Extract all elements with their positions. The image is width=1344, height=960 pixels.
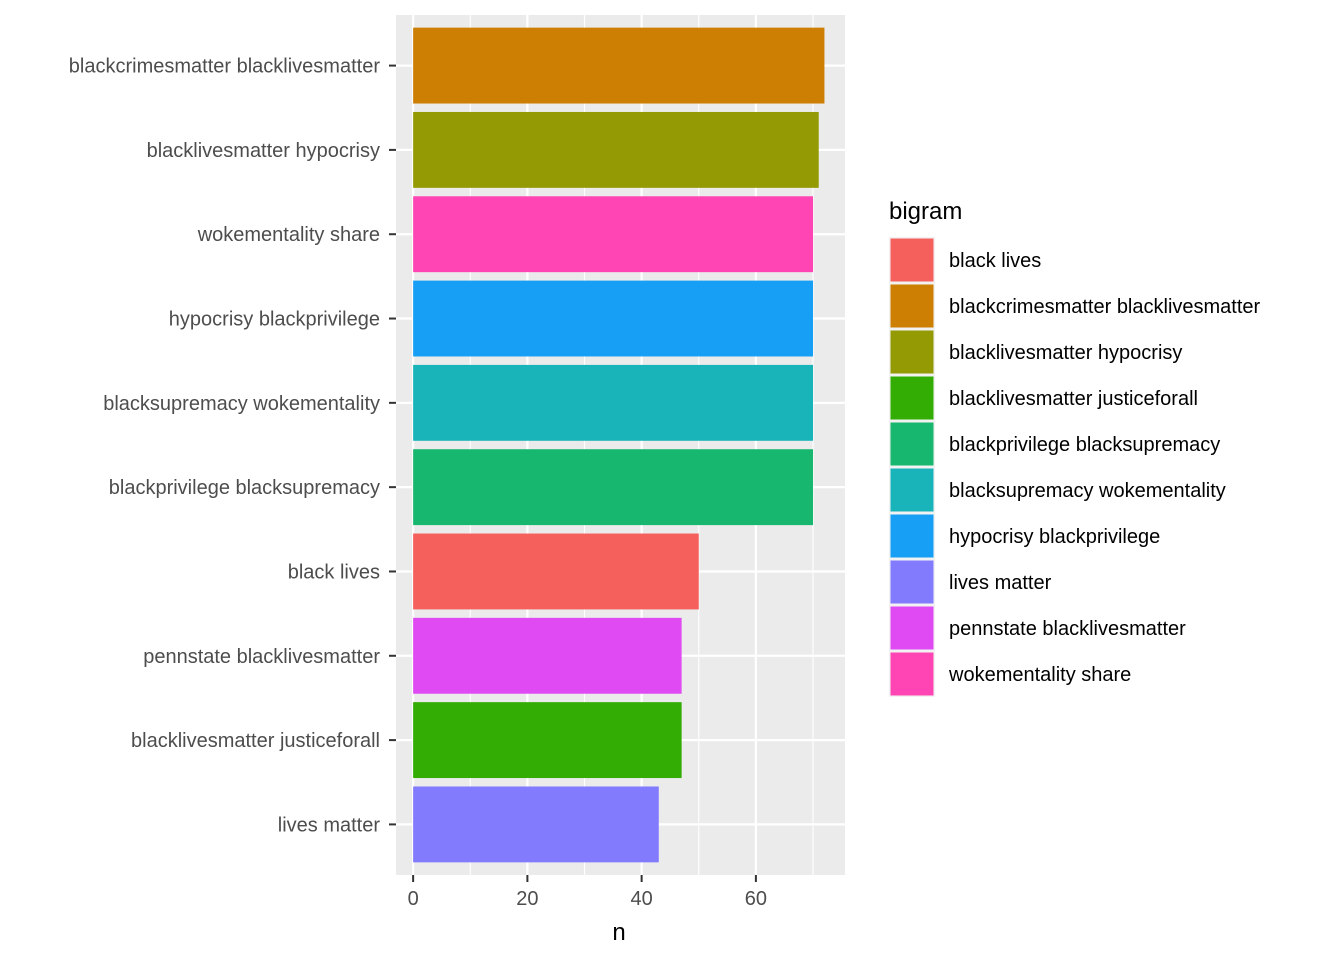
- bar: [413, 449, 814, 526]
- legend-swatch: [890, 652, 934, 696]
- legend-label: blacklivesmatter hypocrisy: [949, 342, 1182, 364]
- legend: bigram black lives blackcrimesmatter blac…: [889, 198, 1261, 697]
- legend-label: blacklivesmatter justiceforall: [949, 388, 1198, 410]
- legend-title: bigram: [889, 198, 962, 225]
- x-axis: 0 20 40 60: [408, 875, 767, 910]
- legend-swatch: [890, 284, 934, 328]
- y-tick-label: blacklivesmatter hypocrisy: [147, 140, 380, 162]
- legend-label: hypocrisy blackprivilege: [949, 526, 1160, 548]
- legend-swatch: [890, 560, 934, 604]
- bar: [413, 533, 699, 610]
- bar: [413, 111, 819, 188]
- legend-swatch: [890, 238, 934, 282]
- y-tick-label: lives matter: [278, 814, 381, 836]
- y-tick-label: black lives: [288, 561, 380, 583]
- y-tick-label: hypocrisy blackprivilege: [169, 309, 380, 331]
- legend-swatch: [890, 376, 934, 420]
- legend-swatch: [890, 514, 934, 558]
- bars: [413, 27, 825, 863]
- x-tick-label: 0: [408, 888, 419, 910]
- y-tick-label: blacksupremacy wokementality: [103, 393, 380, 415]
- legend-label: wokementality share: [948, 664, 1131, 686]
- bar: [413, 786, 659, 863]
- legend-items: black lives blackcrimesmatter blacklivesm…: [889, 237, 1261, 697]
- y-axis: blackcrimesmatter blacklivesmatter blackl…: [69, 56, 396, 836]
- x-axis-title: n: [612, 919, 625, 946]
- bar: [413, 196, 814, 273]
- y-tick-label: blackcrimesmatter blacklivesmatter: [69, 56, 381, 78]
- legend-label: blacksupremacy wokementality: [949, 480, 1226, 502]
- bar: [413, 617, 682, 694]
- x-tick-label: 20: [516, 888, 538, 910]
- legend-label: pennstate blacklivesmatter: [949, 618, 1186, 640]
- x-tick-label: 60: [745, 888, 767, 910]
- y-tick-label: blackprivilege blacksupremacy: [109, 477, 380, 499]
- legend-swatch: [890, 422, 934, 466]
- bar: [413, 280, 814, 357]
- legend-swatch: [890, 468, 934, 512]
- y-tick-label: blacklivesmatter justiceforall: [131, 730, 380, 752]
- legend-swatch: [890, 606, 934, 650]
- y-tick-label: wokementality share: [197, 224, 380, 246]
- legend-label: lives matter: [949, 572, 1052, 594]
- legend-label: blackcrimesmatter blacklivesmatter: [949, 296, 1261, 318]
- legend-swatch: [890, 330, 934, 374]
- bar: [413, 702, 682, 779]
- legend-label: black lives: [949, 250, 1041, 272]
- x-tick-label: 40: [631, 888, 653, 910]
- legend-label: blackprivilege blacksupremacy: [949, 434, 1220, 456]
- bar: [413, 364, 814, 441]
- y-tick-label: pennstate blacklivesmatter: [143, 646, 380, 668]
- bar: [413, 27, 825, 104]
